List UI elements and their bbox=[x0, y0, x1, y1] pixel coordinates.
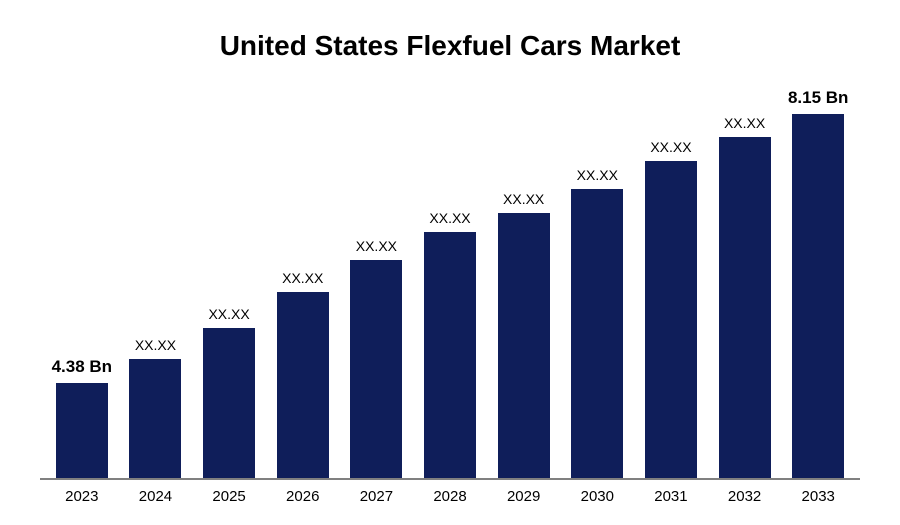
bar bbox=[424, 232, 476, 478]
bar bbox=[571, 189, 623, 478]
bar bbox=[350, 260, 402, 478]
bar-data-label: XX.XX bbox=[135, 337, 176, 353]
bars-wrapper: 4.38 Bn XX.XX XX.XX XX.XX XX.XX XX.XX XX.XX XX.… bbox=[40, 82, 860, 480]
x-axis: 2023202420252026202720282029203020312032… bbox=[40, 480, 860, 505]
x-axis-label: 2033 bbox=[781, 488, 855, 505]
bar-group: XX.XX bbox=[266, 82, 340, 478]
bar-group: XX.XX bbox=[708, 82, 782, 478]
bar bbox=[498, 213, 550, 478]
bar bbox=[277, 292, 329, 478]
bar-group: XX.XX bbox=[119, 82, 193, 478]
bar-data-label: 4.38 Bn bbox=[52, 357, 112, 377]
bar-group: XX.XX bbox=[340, 82, 414, 478]
bar bbox=[645, 161, 697, 478]
bar-group: XX.XX bbox=[560, 82, 634, 478]
bar-group: XX.XX bbox=[634, 82, 708, 478]
bar-data-label: XX.XX bbox=[650, 139, 691, 155]
chart-container: United States Flexfuel Cars Market 4.38 … bbox=[0, 0, 900, 525]
bar-data-label: XX.XX bbox=[356, 238, 397, 254]
bar bbox=[129, 359, 181, 478]
bar-group: XX.XX bbox=[413, 82, 487, 478]
bar-data-label: XX.XX bbox=[429, 210, 470, 226]
bar-data-label: XX.XX bbox=[724, 115, 765, 131]
x-axis-label: 2031 bbox=[634, 488, 708, 505]
bar bbox=[719, 137, 771, 478]
x-axis-label: 2024 bbox=[119, 488, 193, 505]
bar-group: XX.XX bbox=[487, 82, 561, 478]
bar-data-label: 8.15 Bn bbox=[788, 88, 848, 108]
x-axis-label: 2030 bbox=[560, 488, 634, 505]
x-axis-label: 2028 bbox=[413, 488, 487, 505]
bar bbox=[792, 114, 844, 478]
x-axis-label: 2029 bbox=[487, 488, 561, 505]
x-axis-label: 2032 bbox=[708, 488, 782, 505]
bar-data-label: XX.XX bbox=[282, 270, 323, 286]
bar-data-label: XX.XX bbox=[208, 306, 249, 322]
bar-group: 4.38 Bn bbox=[45, 82, 119, 478]
bar-data-label: XX.XX bbox=[503, 191, 544, 207]
x-axis-label: 2023 bbox=[45, 488, 119, 505]
chart-area: 4.38 Bn XX.XX XX.XX XX.XX XX.XX XX.XX XX.XX XX.… bbox=[40, 82, 860, 505]
x-axis-label: 2025 bbox=[192, 488, 266, 505]
bar-group: 8.15 Bn bbox=[781, 82, 855, 478]
x-axis-label: 2027 bbox=[340, 488, 414, 505]
x-axis-label: 2026 bbox=[266, 488, 340, 505]
bar bbox=[203, 328, 255, 478]
bar bbox=[56, 383, 108, 478]
bar-data-label: XX.XX bbox=[577, 167, 618, 183]
bar-group: XX.XX bbox=[192, 82, 266, 478]
chart-title: United States Flexfuel Cars Market bbox=[40, 30, 860, 62]
